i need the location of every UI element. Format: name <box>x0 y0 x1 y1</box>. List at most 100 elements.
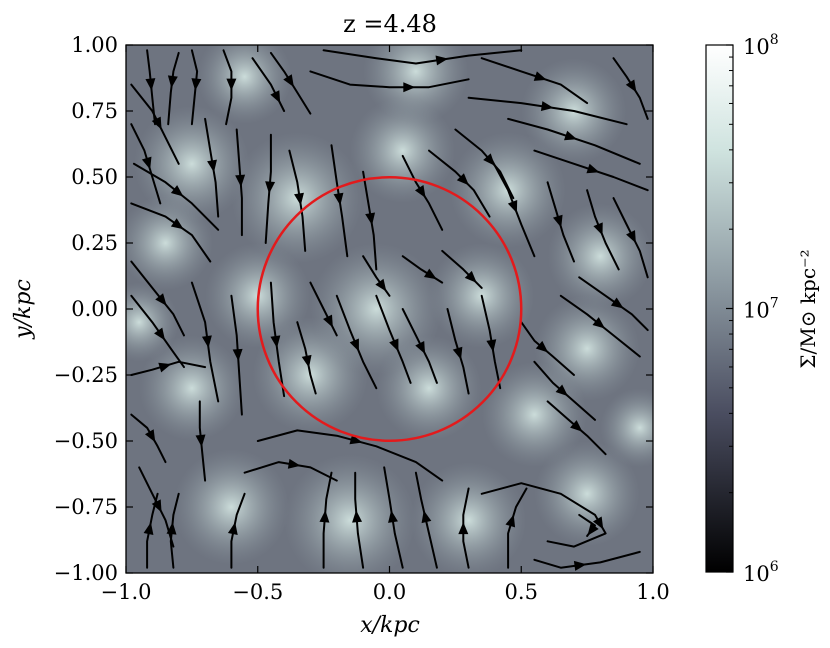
y-axis: −1.00 −0.75 −0.50 −0.25 0.00 0.25 0.50 0.75 1.00 <box>54 33 653 585</box>
streamline-arrow <box>415 340 426 354</box>
streamline-arrow <box>610 297 624 309</box>
streamline-arrow <box>507 200 518 214</box>
streamline-arrow <box>456 173 469 186</box>
density-blob <box>376 335 482 441</box>
y-tick-label: 0.50 <box>71 165 118 189</box>
streamline-arrow <box>375 278 387 292</box>
colorbar-tick-label: 107 <box>743 296 779 323</box>
y-tick-label: −1.00 <box>54 561 118 585</box>
streamline-arrow <box>167 75 178 88</box>
density-blob <box>600 388 653 468</box>
x-tick-label: 0.5 <box>505 580 538 604</box>
streamline-arrow <box>158 362 172 373</box>
x-tick-label: −1.0 <box>101 580 152 604</box>
streamline-arrow <box>170 185 184 197</box>
streamline-arrow <box>540 101 554 112</box>
streamline-arrow <box>389 338 399 352</box>
streamline-arrow <box>533 71 547 81</box>
streamline-arrow <box>587 523 599 536</box>
y-tick-label: 0.75 <box>71 99 118 123</box>
streamline-arrow <box>151 499 162 513</box>
streamlines <box>130 49 649 571</box>
streamline-arrow <box>421 510 432 524</box>
streamline-arrow <box>265 181 276 194</box>
streamline-arrow <box>592 317 605 329</box>
streamline-arrow <box>435 55 449 66</box>
streamline-arrow <box>270 90 281 104</box>
streamline-arrow <box>232 348 243 362</box>
x-tick-label: −0.5 <box>232 580 283 604</box>
streamline-arrow <box>323 314 333 328</box>
streamline-arrow <box>555 384 568 397</box>
density-blob <box>126 282 179 362</box>
colorbar-ticks: 108 107 106 <box>726 32 779 586</box>
density-map <box>126 45 653 573</box>
colorbar: 108 107 106 Σ/M⊙ kpc⁻² <box>705 32 820 586</box>
x-tick-label: 1.0 <box>636 580 669 604</box>
streamline <box>322 49 523 65</box>
y-tick-label: −0.75 <box>54 495 118 519</box>
streamline-arrow <box>486 339 497 352</box>
streamline-arrow <box>452 346 463 360</box>
chart-title: z =4.48 <box>343 10 437 38</box>
streamline-arrow <box>235 174 246 187</box>
streamline-arrow <box>145 78 156 91</box>
streamline-arrow <box>141 156 152 170</box>
density-blobs <box>126 45 653 573</box>
density-blob <box>363 45 469 125</box>
density-blob <box>126 195 213 291</box>
streamline-arrow <box>464 270 477 283</box>
colorbar-tick-label: 106 <box>743 559 779 586</box>
streamline-arrow <box>226 78 237 91</box>
streamline-arrow <box>586 163 600 174</box>
streamline-arrow <box>403 82 416 93</box>
streamline-arrow <box>505 514 516 528</box>
streamline <box>309 70 470 89</box>
streamline-arrow <box>349 338 359 352</box>
streamline-arrow <box>414 185 426 198</box>
y-tick-label: 0.00 <box>71 297 118 321</box>
streamline-arrow <box>626 230 636 244</box>
streamline-arrow <box>564 130 577 141</box>
streamline-arrow <box>144 429 156 443</box>
streamline-arrow <box>191 78 202 91</box>
streamline-arrow <box>552 214 563 228</box>
streamline-arrow <box>535 340 549 353</box>
y-tick-label: −0.25 <box>54 363 118 387</box>
streamline-arrow <box>207 159 217 173</box>
x-axis-label: x/kpc <box>360 613 420 638</box>
streamline-arrow <box>287 458 301 469</box>
streamline-arrow <box>283 74 294 88</box>
colorbar-label: Σ/M⊙ kpc⁻² <box>796 249 820 368</box>
streamline-arrow <box>154 327 166 341</box>
density-blob <box>284 454 416 573</box>
streamline-arrow <box>319 510 330 523</box>
streamline-arrow <box>143 522 154 535</box>
x-tick-label: 0.0 <box>373 580 406 604</box>
region-circle <box>256 176 523 442</box>
streamline-arrow <box>170 218 184 230</box>
y-tick-label: −0.50 <box>54 429 118 453</box>
density-blob <box>133 105 250 222</box>
y-tick-label: 0.25 <box>71 231 118 255</box>
streamline-arrow <box>483 153 495 166</box>
streamline-arrow <box>195 434 206 447</box>
density-blob <box>173 449 290 565</box>
streamline <box>480 482 607 548</box>
streamline-arrow <box>592 516 604 530</box>
x-axis: −1.0 −0.5 0.0 0.5 1.0 <box>101 45 670 604</box>
streamline-arrow <box>155 293 167 306</box>
streamline-arrow <box>201 335 212 348</box>
streamline-arrow <box>333 192 344 206</box>
streamline-arrow <box>458 522 469 535</box>
density-blob <box>547 203 653 309</box>
colorbar-tick-label: 108 <box>743 32 779 59</box>
streamline-arrow <box>270 335 281 348</box>
y-tick-label: 1.00 <box>71 33 118 57</box>
streamline-arrow <box>151 116 162 130</box>
streamline-arrow <box>349 434 363 445</box>
streamline-arrow <box>301 354 312 368</box>
streamline-arrow <box>365 212 376 226</box>
density-blob <box>197 45 292 125</box>
